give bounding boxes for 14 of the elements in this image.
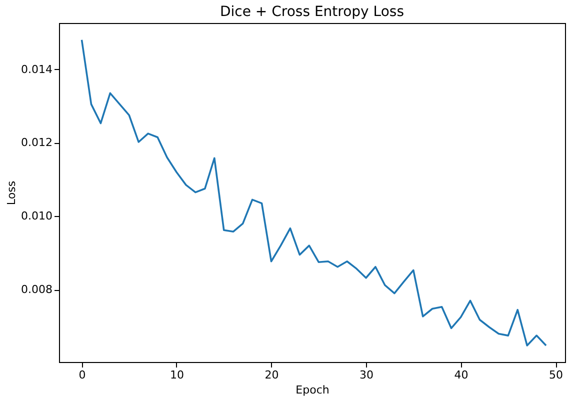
x-tick-label: 40 [454,368,468,382]
x-tick-label: 30 [360,368,374,382]
y-tick-label: 0.014 [21,62,52,76]
x-axis-title: Epoch [296,384,330,396]
y-tick-label: 0.008 [21,283,52,296]
y-tick-label: 0.010 [21,210,52,223]
chart-title: Dice + Cross Entropy Loss [220,4,404,20]
x-tick-label: 50 [549,368,564,382]
x-tick-label: 0 [78,368,86,382]
x-tick-label: 10 [170,368,184,382]
x-tick-label: 20 [264,368,279,382]
y-axis-title: Loss [5,180,18,206]
line-series [80,38,547,346]
y-tick-label: 0.012 [21,136,52,150]
